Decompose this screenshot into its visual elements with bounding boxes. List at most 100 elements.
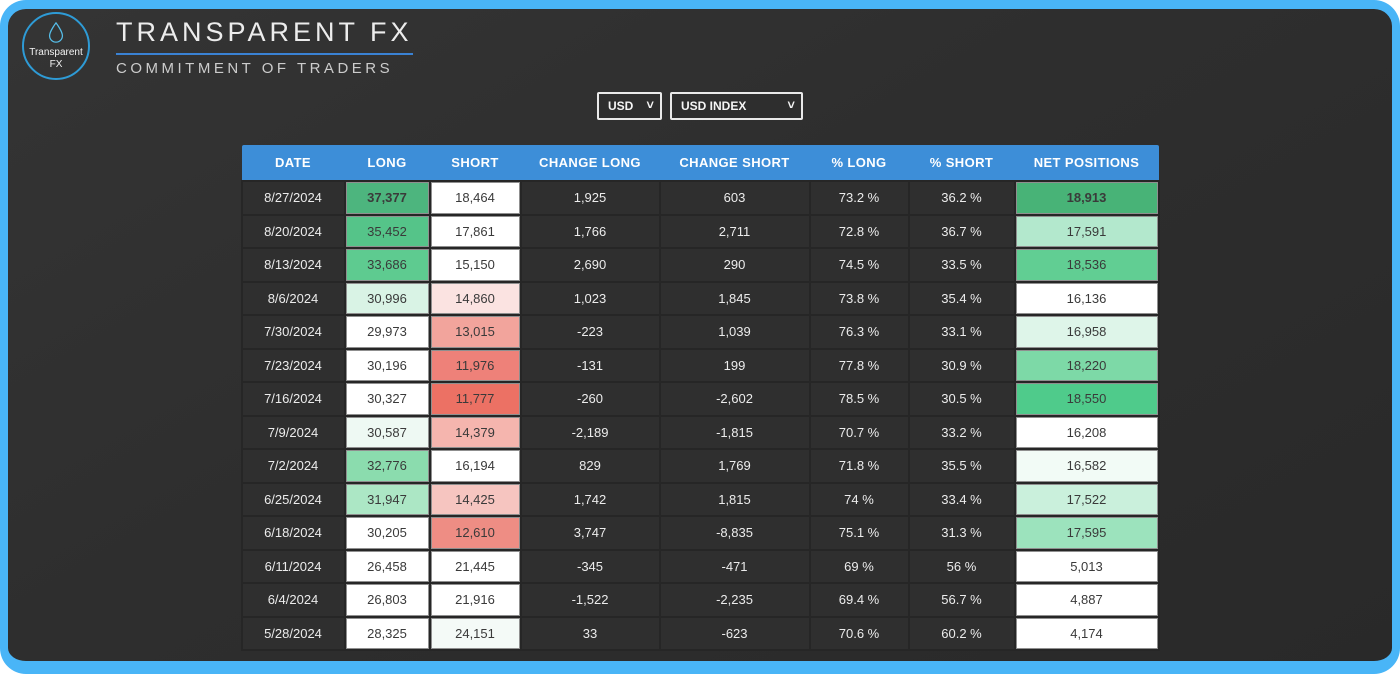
cell-change-short: -8,835 <box>658 515 811 551</box>
cell-change-short: 199 <box>658 347 811 383</box>
cell-long: 30,205 <box>343 515 431 551</box>
cell-date: 8/27/2024 <box>240 180 346 216</box>
cell-long: 30,996 <box>343 280 431 316</box>
brand-text: TRANSPARENT FX COMMITMENT OF TRADERS <box>116 12 413 77</box>
cell-pct-short: 60.2 % <box>907 615 1016 651</box>
currency-select[interactable]: USD <box>597 92 662 120</box>
table-row: 7/30/2024 29,973 13,015 -223 1,039 76.3 % 33.1… <box>240 314 1160 350</box>
cell-change-long: -223 <box>519 314 661 350</box>
cell-date: 7/23/2024 <box>240 347 346 383</box>
cell-pct-long: 73.8 % <box>808 280 910 316</box>
page-subtitle: COMMITMENT OF TRADERS <box>116 60 394 77</box>
currency-select-wrap: USD ˅ <box>597 92 662 120</box>
cell-change-short: 1,815 <box>658 481 811 517</box>
cell-pct-short: 33.4 % <box>907 481 1016 517</box>
cell-pct-long: 71.8 % <box>808 448 910 484</box>
cell-change-long: 2,690 <box>519 247 661 283</box>
table-row: 6/18/2024 30,205 12,610 3,747 -8,835 75.1 % 31… <box>240 515 1160 551</box>
cell-pct-short: 56.7 % <box>907 582 1016 618</box>
cell-change-short: 2,711 <box>658 213 811 249</box>
cell-long: 33,686 <box>343 247 431 283</box>
col-header-net-positions: NET POSITIONS <box>1014 145 1159 181</box>
cell-date: 7/9/2024 <box>240 414 346 450</box>
cell-date: 6/11/2024 <box>240 548 346 584</box>
cell-short: 18,464 <box>428 180 522 216</box>
cell-long: 30,587 <box>343 414 431 450</box>
cell-change-short: -623 <box>658 615 811 651</box>
cell-net-positions: 16,582 <box>1013 448 1160 484</box>
cell-net-positions: 5,013 <box>1013 548 1160 584</box>
cell-net-positions: 16,136 <box>1013 280 1160 316</box>
cell-net-positions: 18,913 <box>1013 180 1160 216</box>
cell-pct-short: 36.7 % <box>907 213 1016 249</box>
cell-long: 29,973 <box>343 314 431 350</box>
cell-change-short: -2,235 <box>658 582 811 618</box>
table-row: 6/11/2024 26,458 21,445 -345 -471 69 % 56 % 5,0… <box>240 548 1160 584</box>
cell-pct-short: 33.5 % <box>907 247 1016 283</box>
cell-change-long: 1,925 <box>519 180 661 216</box>
cell-net-positions: 17,595 <box>1013 515 1160 551</box>
cell-short: 24,151 <box>428 615 522 651</box>
cot-table: DATE LONG SHORT CHANGE LONG CHANGE SHORT… <box>240 145 1160 651</box>
cell-change-long: 3,747 <box>519 515 661 551</box>
cell-long: 30,327 <box>343 381 431 417</box>
logo: Transparent FX <box>22 12 90 80</box>
cell-date: 6/18/2024 <box>240 515 346 551</box>
cell-change-long: -345 <box>519 548 661 584</box>
table-row: 7/23/2024 30,196 11,976 -131 199 77.8 % 30.9 %… <box>240 347 1160 383</box>
cell-change-short: 1,845 <box>658 280 811 316</box>
cell-long: 35,452 <box>343 213 431 249</box>
table-row: 6/25/2024 31,947 14,425 1,742 1,815 74 % 33.4 … <box>240 481 1160 517</box>
cell-short: 14,379 <box>428 414 522 450</box>
cell-net-positions: 18,550 <box>1013 381 1160 417</box>
col-header-change-short: CHANGE SHORT <box>659 145 810 181</box>
cell-long: 28,325 <box>343 615 431 651</box>
cell-long: 26,803 <box>343 582 431 618</box>
cell-pct-short: 30.9 % <box>907 347 1016 383</box>
cell-pct-short: 35.4 % <box>907 280 1016 316</box>
cell-short: 12,610 <box>428 515 522 551</box>
cell-pct-long: 69.4 % <box>808 582 910 618</box>
droplet-icon <box>48 21 64 43</box>
cell-long: 37,377 <box>343 180 431 216</box>
instrument-select[interactable]: USD INDEX <box>670 92 803 120</box>
cell-short: 21,445 <box>428 548 522 584</box>
cell-net-positions: 16,958 <box>1013 314 1160 350</box>
table-row: 7/9/2024 30,587 14,379 -2,189 -1,815 70.7 % 33… <box>240 414 1160 450</box>
cell-short: 15,150 <box>428 247 522 283</box>
cell-pct-short: 33.1 % <box>907 314 1016 350</box>
cell-pct-short: 31.3 % <box>907 515 1016 551</box>
cell-pct-short: 33.2 % <box>907 414 1016 450</box>
table-row: 6/4/2024 26,803 21,916 -1,522 -2,235 69.4 % 56… <box>240 582 1160 618</box>
cell-date: 7/2/2024 <box>240 448 346 484</box>
cell-pct-long: 74.5 % <box>808 247 910 283</box>
col-header-pct-short: % SHORT <box>908 145 1015 181</box>
cell-net-positions: 17,591 <box>1013 213 1160 249</box>
col-header-date: DATE <box>241 145 345 181</box>
col-header-long: LONG <box>344 145 430 181</box>
logo-text-line1: Transparent <box>29 47 83 58</box>
cell-date: 5/28/2024 <box>240 615 346 651</box>
cell-short: 11,777 <box>428 381 522 417</box>
brand-header: Transparent FX TRANSPARENT FX COMMITMENT… <box>8 9 1392 80</box>
filter-bar: USD ˅ USD INDEX ˅ <box>8 92 1392 120</box>
cell-pct-long: 74 % <box>808 481 910 517</box>
cell-pct-long: 78.5 % <box>808 381 910 417</box>
cell-pct-long: 73.2 % <box>808 180 910 216</box>
table-row: 8/13/2024 33,686 15,150 2,690 290 74.5 % 33.5 … <box>240 247 1160 283</box>
cell-long: 31,947 <box>343 481 431 517</box>
cell-short: 14,425 <box>428 481 522 517</box>
cell-date: 6/4/2024 <box>240 582 346 618</box>
instrument-select-wrap: USD INDEX ˅ <box>670 92 803 120</box>
cell-long: 26,458 <box>343 548 431 584</box>
cell-change-long: 829 <box>519 448 661 484</box>
logo-text-line2: FX <box>49 59 63 70</box>
cell-pct-short: 30.5 % <box>907 381 1016 417</box>
cell-short: 14,860 <box>428 280 522 316</box>
cell-short: 17,861 <box>428 213 522 249</box>
cell-change-long: 1,766 <box>519 213 661 249</box>
cell-date: 7/30/2024 <box>240 314 346 350</box>
cell-short: 21,916 <box>428 582 522 618</box>
cell-pct-long: 70.6 % <box>808 615 910 651</box>
